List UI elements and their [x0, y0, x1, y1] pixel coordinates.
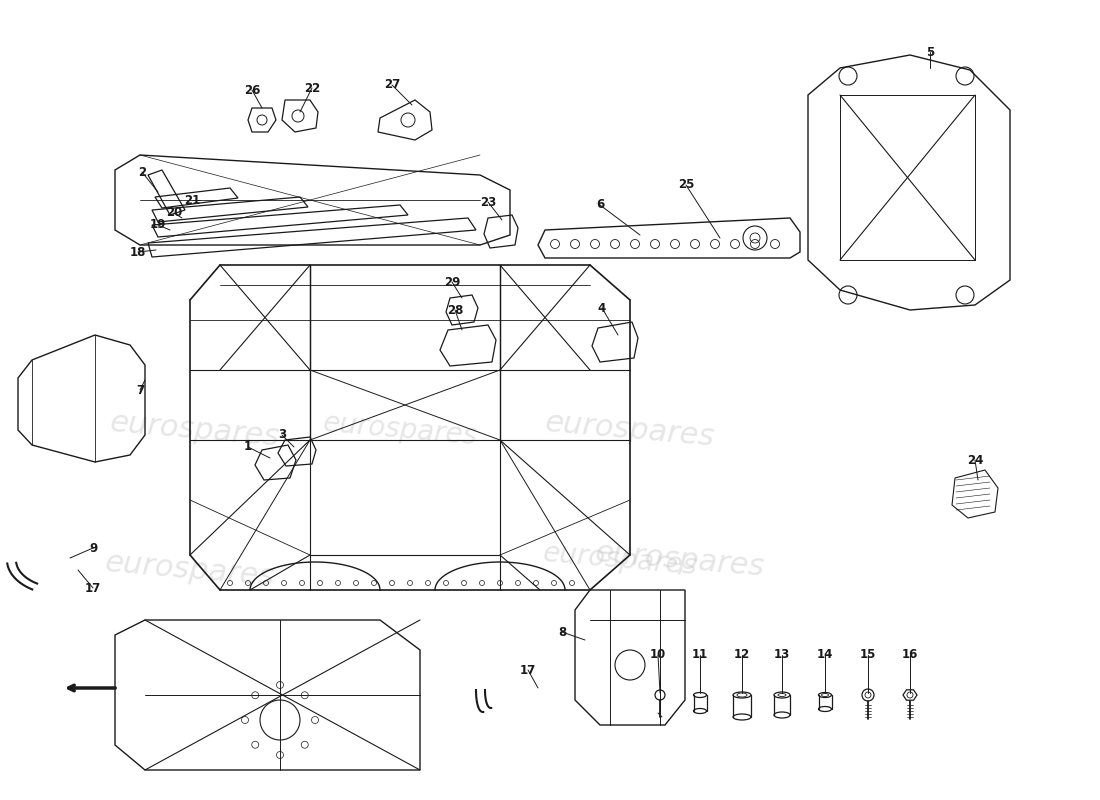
Text: 17: 17 [520, 663, 536, 677]
Text: eurospares: eurospares [321, 410, 478, 450]
Text: eurospares: eurospares [103, 548, 276, 592]
Text: 29: 29 [443, 275, 460, 289]
Text: 26: 26 [244, 83, 261, 97]
Text: 4: 4 [598, 302, 606, 314]
Text: 22: 22 [304, 82, 320, 94]
Text: 15: 15 [860, 649, 877, 662]
Text: 2: 2 [138, 166, 146, 178]
Text: 10: 10 [650, 649, 667, 662]
Text: 3: 3 [278, 429, 286, 442]
Text: 5: 5 [926, 46, 934, 58]
Text: 13: 13 [774, 649, 790, 662]
Text: 7: 7 [136, 383, 144, 397]
Text: eurospares: eurospares [594, 538, 766, 582]
Text: 28: 28 [447, 303, 463, 317]
Text: 25: 25 [678, 178, 694, 191]
Text: 18: 18 [130, 246, 146, 258]
Text: 19: 19 [150, 218, 166, 231]
Text: eurospares: eurospares [109, 408, 282, 452]
Text: 1: 1 [244, 441, 252, 454]
Text: 11: 11 [692, 649, 708, 662]
Text: 14: 14 [817, 649, 833, 662]
Text: eurospares: eurospares [541, 539, 698, 581]
Text: 16: 16 [902, 649, 918, 662]
Text: 27: 27 [384, 78, 400, 91]
Text: 12: 12 [734, 649, 750, 662]
Text: 24: 24 [967, 454, 983, 466]
Text: 20: 20 [166, 206, 183, 219]
Text: 9: 9 [89, 542, 97, 554]
Text: eurospares: eurospares [543, 408, 716, 452]
Text: 6: 6 [596, 198, 604, 211]
Text: 23: 23 [480, 195, 496, 209]
Text: 8: 8 [558, 626, 566, 638]
Text: 17: 17 [85, 582, 101, 594]
Text: 21: 21 [184, 194, 200, 206]
